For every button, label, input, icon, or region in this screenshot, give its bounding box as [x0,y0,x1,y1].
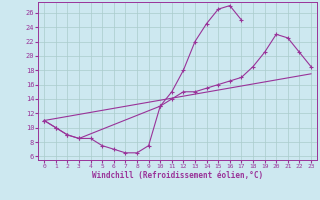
X-axis label: Windchill (Refroidissement éolien,°C): Windchill (Refroidissement éolien,°C) [92,171,263,180]
